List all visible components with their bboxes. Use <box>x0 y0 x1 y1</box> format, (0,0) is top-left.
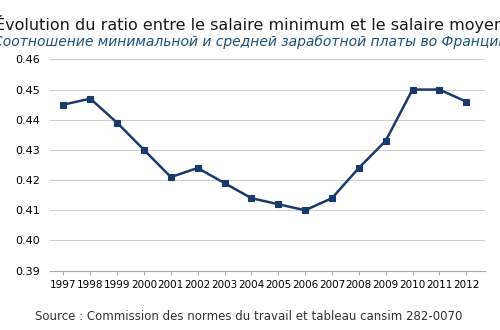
Text: Source : Commission des normes du travail et tableau cansim 282-0070: Source : Commission des normes du travai… <box>35 311 462 323</box>
Text: Évolution du ratio entre le salaire minimum et le salaire moyen: Évolution du ratio entre le salaire mini… <box>0 15 500 33</box>
Text: Соотношение минимальной и средней заработной платы во Франции: Соотношение минимальной и средней зарабо… <box>0 35 500 49</box>
